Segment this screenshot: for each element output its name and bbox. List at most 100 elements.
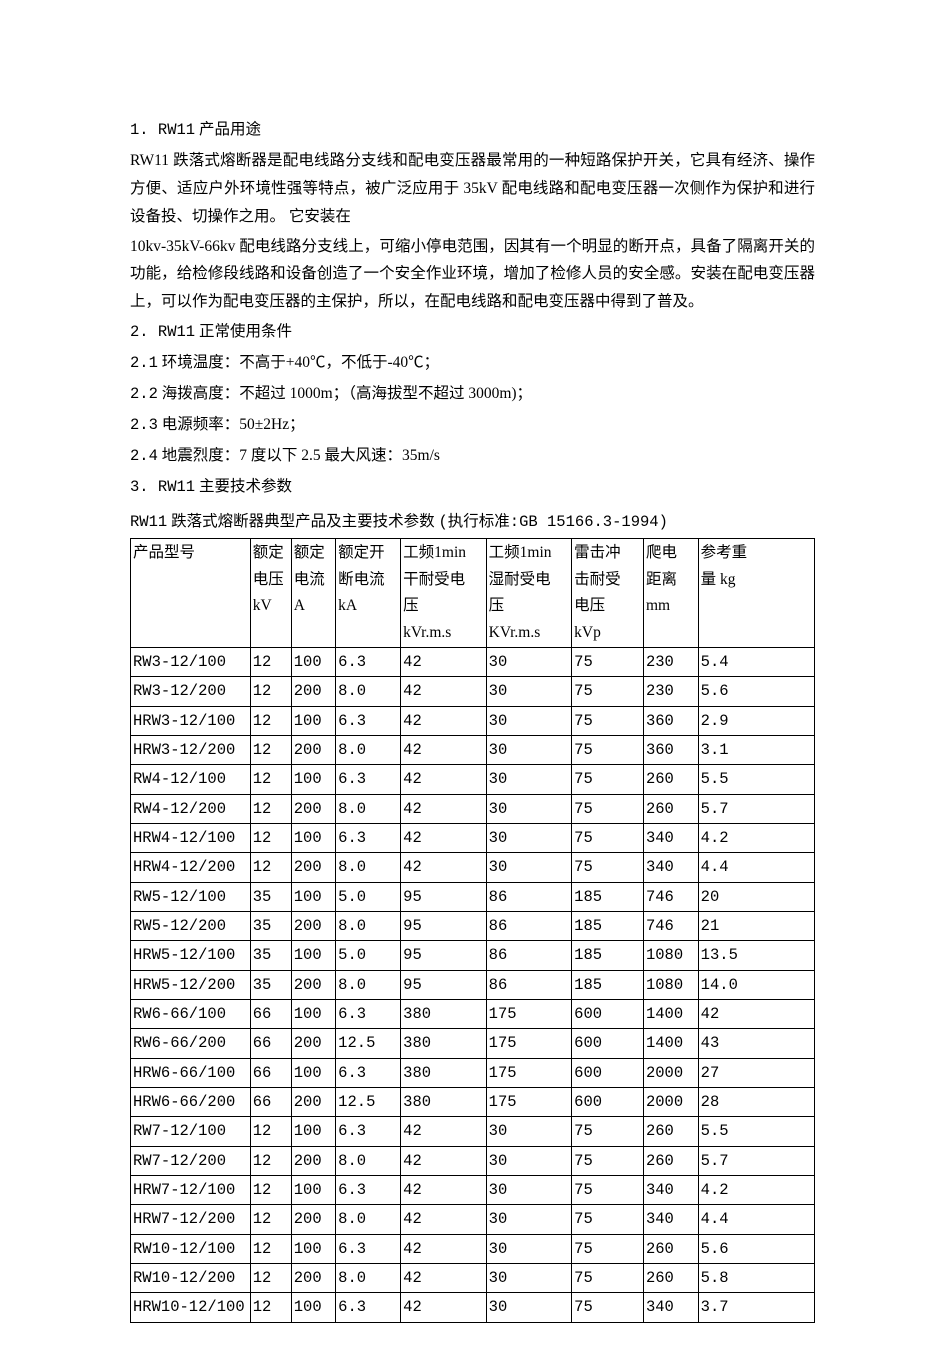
table-header-cell: 产品型号 bbox=[131, 539, 251, 647]
table-cell: 230 bbox=[643, 647, 698, 676]
section2-item-num: 2.1 bbox=[130, 354, 158, 372]
section1-heading-suffix: 产品用途 bbox=[199, 121, 261, 138]
table-cell: RW3-12/200 bbox=[131, 677, 251, 706]
table-cell: 75 bbox=[572, 706, 644, 735]
table-cell: 12 bbox=[250, 1293, 291, 1322]
table-header-cell: 额定电压kV bbox=[250, 539, 291, 647]
table-cell: 230 bbox=[643, 677, 698, 706]
table-header-text: 雷击冲 bbox=[574, 544, 621, 561]
table-cell: 30 bbox=[486, 1264, 572, 1293]
table-cell: 380 bbox=[401, 1058, 487, 1087]
table-cell: 200 bbox=[291, 1264, 335, 1293]
table-cell: 200 bbox=[291, 853, 335, 882]
table-header-text: 额定 bbox=[294, 544, 325, 561]
table-header-text: kA bbox=[338, 597, 357, 614]
table-cell: 42 bbox=[401, 1176, 487, 1205]
table-cell: 200 bbox=[291, 911, 335, 940]
section2-heading-prefix: 2. RW11 bbox=[130, 323, 195, 341]
table-row: RW7-12/200122008.04230752605.7 bbox=[131, 1146, 815, 1175]
table-caption-prefix: RW11 bbox=[130, 513, 167, 531]
table-cell: 75 bbox=[572, 1264, 644, 1293]
table-row: RW3-12/100121006.34230752305.4 bbox=[131, 647, 815, 676]
section3-heading-suffix: 主要技术参数 bbox=[199, 478, 292, 495]
table-header-text: 击耐受 bbox=[574, 571, 621, 588]
table-row: RW5-12/200352008.0958618574621 bbox=[131, 911, 815, 940]
table-row: HRW7-12/200122008.04230753404.4 bbox=[131, 1205, 815, 1234]
table-cell: HRW5-12/100 bbox=[131, 941, 251, 970]
table-cell: 100 bbox=[291, 706, 335, 735]
table-cell: 42 bbox=[401, 706, 487, 735]
section2-item-text: 地震烈度：7 度以下 2.5 最大风速：35m/s bbox=[158, 447, 440, 464]
table-cell: 260 bbox=[643, 1234, 698, 1263]
table-caption-mid: 跌落式熔断器典型产品及主要技术参数 bbox=[171, 513, 435, 530]
table-cell: HRW7-12/200 bbox=[131, 1205, 251, 1234]
table-caption: RW11 跌落式熔断器典型产品及主要技术参数 (执行标准:GB 15166.3-… bbox=[130, 508, 815, 537]
table-header-text: 参考重 bbox=[701, 544, 748, 561]
table-cell: 175 bbox=[486, 999, 572, 1028]
table-cell: 42 bbox=[401, 1293, 487, 1322]
table-row: RW7-12/100121006.34230752605.5 bbox=[131, 1117, 815, 1146]
table-cell: 75 bbox=[572, 647, 644, 676]
table-header-cell: 额定电流A bbox=[291, 539, 335, 647]
table-header-text: 额定开 bbox=[338, 544, 385, 561]
table-row: HRW4-12/100121006.34230753404.2 bbox=[131, 823, 815, 852]
table-cell: 75 bbox=[572, 1176, 644, 1205]
table-cell: 600 bbox=[572, 999, 644, 1028]
table-cell: 340 bbox=[643, 1205, 698, 1234]
table-cell: 42 bbox=[401, 823, 487, 852]
table-header-cell: 额定开断电流kA bbox=[336, 539, 401, 647]
table-cell: 6.3 bbox=[336, 1293, 401, 1322]
table-cell: 360 bbox=[643, 706, 698, 735]
table-cell: 12 bbox=[250, 677, 291, 706]
table-header-text: kVp bbox=[574, 624, 601, 641]
table-cell: 6.3 bbox=[336, 765, 401, 794]
table-cell: RW6-66/200 bbox=[131, 1029, 251, 1058]
table-row: HRW3-12/200122008.04230753603.1 bbox=[131, 735, 815, 764]
table-header-text: 压 bbox=[489, 597, 505, 614]
table-cell: RW5-12/100 bbox=[131, 882, 251, 911]
table-cell: 200 bbox=[291, 1029, 335, 1058]
table-cell: 175 bbox=[486, 1058, 572, 1087]
table-cell: RW10-12/200 bbox=[131, 1264, 251, 1293]
table-cell: 8.0 bbox=[336, 735, 401, 764]
table-cell: 30 bbox=[486, 1293, 572, 1322]
section3-heading-prefix: 3. RW11 bbox=[130, 478, 195, 496]
table-cell: 100 bbox=[291, 882, 335, 911]
table-row: RW4-12/200122008.04230752605.7 bbox=[131, 794, 815, 823]
table-cell: 42 bbox=[401, 1264, 487, 1293]
table-cell: 95 bbox=[401, 882, 487, 911]
table-cell: 42 bbox=[401, 1146, 487, 1175]
table-cell: 5.5 bbox=[698, 1117, 814, 1146]
table-cell: 260 bbox=[643, 794, 698, 823]
table-cell: 1400 bbox=[643, 999, 698, 1028]
table-cell: 100 bbox=[291, 765, 335, 794]
section2-item: 2.1 环境温度：不高于+40℃，不低于-40℃； bbox=[130, 349, 815, 378]
table-cell: 30 bbox=[486, 1234, 572, 1263]
table-cell: 75 bbox=[572, 1146, 644, 1175]
table-cell: 4.2 bbox=[698, 823, 814, 852]
table-cell: 100 bbox=[291, 941, 335, 970]
table-header-text: A bbox=[294, 597, 305, 614]
table-cell: 175 bbox=[486, 1029, 572, 1058]
table-cell: 8.0 bbox=[336, 677, 401, 706]
section2-item-text: 海拨高度：不超过 1000m；（高海拔型不超过 3000m)； bbox=[158, 385, 532, 402]
table-header-text: 干耐受电 bbox=[403, 571, 465, 588]
table-cell: 6.3 bbox=[336, 706, 401, 735]
table-cell: 12 bbox=[250, 1234, 291, 1263]
spec-table: 产品型号额定电压kV额定电流A额定开断电流kA工频1min干耐受电压kVr.m.… bbox=[130, 538, 815, 1322]
table-cell: 35 bbox=[250, 970, 291, 999]
table-cell: 12 bbox=[250, 706, 291, 735]
table-header-text: kVr.m.s bbox=[403, 624, 451, 641]
table-cell: 3.7 bbox=[698, 1293, 814, 1322]
table-cell: 75 bbox=[572, 853, 644, 882]
table-row: RW4-12/100121006.34230752605.5 bbox=[131, 765, 815, 794]
table-cell: 35 bbox=[250, 911, 291, 940]
table-cell: 12 bbox=[250, 1264, 291, 1293]
table-cell: 5.4 bbox=[698, 647, 814, 676]
table-cell: 86 bbox=[486, 941, 572, 970]
table-cell: 35 bbox=[250, 882, 291, 911]
table-cell: 95 bbox=[401, 941, 487, 970]
section2-item: 2.4 地震烈度：7 度以下 2.5 最大风速：35m/s bbox=[130, 442, 815, 471]
table-cell: 4.4 bbox=[698, 1205, 814, 1234]
table-row: HRW3-12/100121006.34230753602.9 bbox=[131, 706, 815, 735]
